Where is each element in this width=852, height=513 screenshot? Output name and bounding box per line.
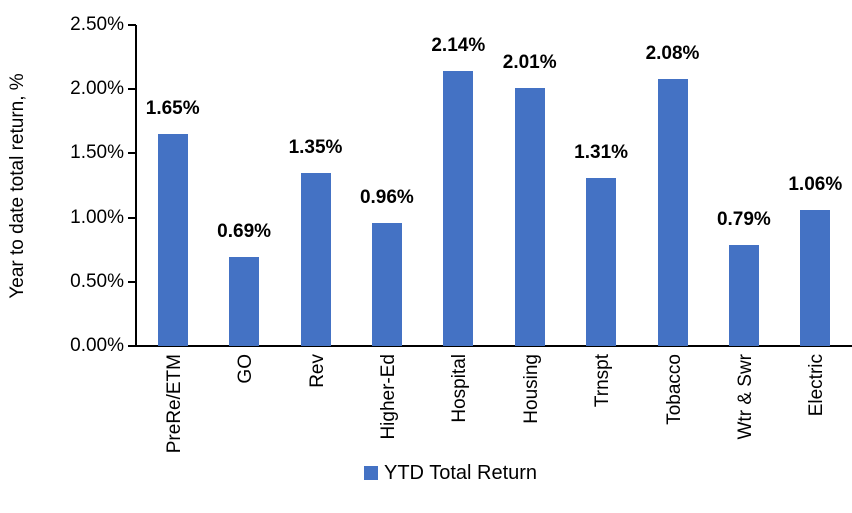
x-axis-line [128, 345, 852, 347]
x-axis-category-label: PreRe/ETM [163, 354, 185, 454]
bar [800, 209, 831, 346]
y-tick-label: 0.00% [70, 335, 124, 356]
x-axis-category-label: Hospital [449, 354, 471, 423]
legend-label: YTD Total Return [384, 462, 538, 484]
x-axis-category-label: Tobacco [663, 354, 685, 425]
bar-value-label: 0.69% [217, 221, 272, 243]
bar-value-label: 1.65% [145, 98, 200, 120]
x-axis-category-label: Rev [306, 354, 328, 388]
bar-value-label: 0.79% [716, 208, 771, 230]
legend: YTD Total Return [364, 461, 537, 485]
y-tick-mark [128, 88, 136, 91]
y-tick-label: 2.00% [70, 78, 124, 100]
bar [443, 71, 474, 346]
y-tick-mark [128, 152, 136, 155]
bar-value-label: 1.35% [288, 136, 343, 158]
x-axis-category-label: Electric [806, 354, 828, 417]
x-axis-category-label: Housing [520, 354, 542, 424]
bar [657, 78, 688, 346]
x-axis-category-label: Wtr & Swr [734, 354, 756, 440]
bar [586, 177, 617, 346]
y-tick-mark [128, 216, 136, 219]
bar [728, 244, 759, 346]
y-tick-label: 1.00% [70, 206, 124, 228]
bar-value-label: 1.31% [574, 141, 629, 163]
bar-value-label: 1.06% [788, 173, 843, 195]
y-axis-title: Year to date total return, % [7, 73, 28, 299]
y-tick-label: 1.50% [70, 142, 124, 164]
bar-value-label: 0.96% [359, 186, 414, 208]
bar-value-label: 2.08% [645, 42, 700, 64]
bar [157, 134, 188, 346]
x-axis-category-label: GO [235, 354, 257, 384]
legend-color-swatch [364, 466, 378, 480]
y-tick-mark [128, 24, 136, 26]
y-tick-label: 2.50% [70, 14, 124, 35]
bar [371, 222, 402, 346]
x-axis-category-label: Trnspt [592, 354, 614, 408]
bar-value-label: 2.01% [502, 51, 557, 73]
bar [229, 257, 260, 346]
y-tick-label: 0.50% [70, 270, 124, 292]
bar-value-label: 2.14% [431, 35, 486, 57]
bar [514, 87, 545, 346]
y-tick-mark [128, 280, 136, 283]
y-axis-line [135, 25, 137, 347]
x-axis-category-label: Higher-Ed [377, 354, 399, 440]
bar [300, 172, 331, 346]
